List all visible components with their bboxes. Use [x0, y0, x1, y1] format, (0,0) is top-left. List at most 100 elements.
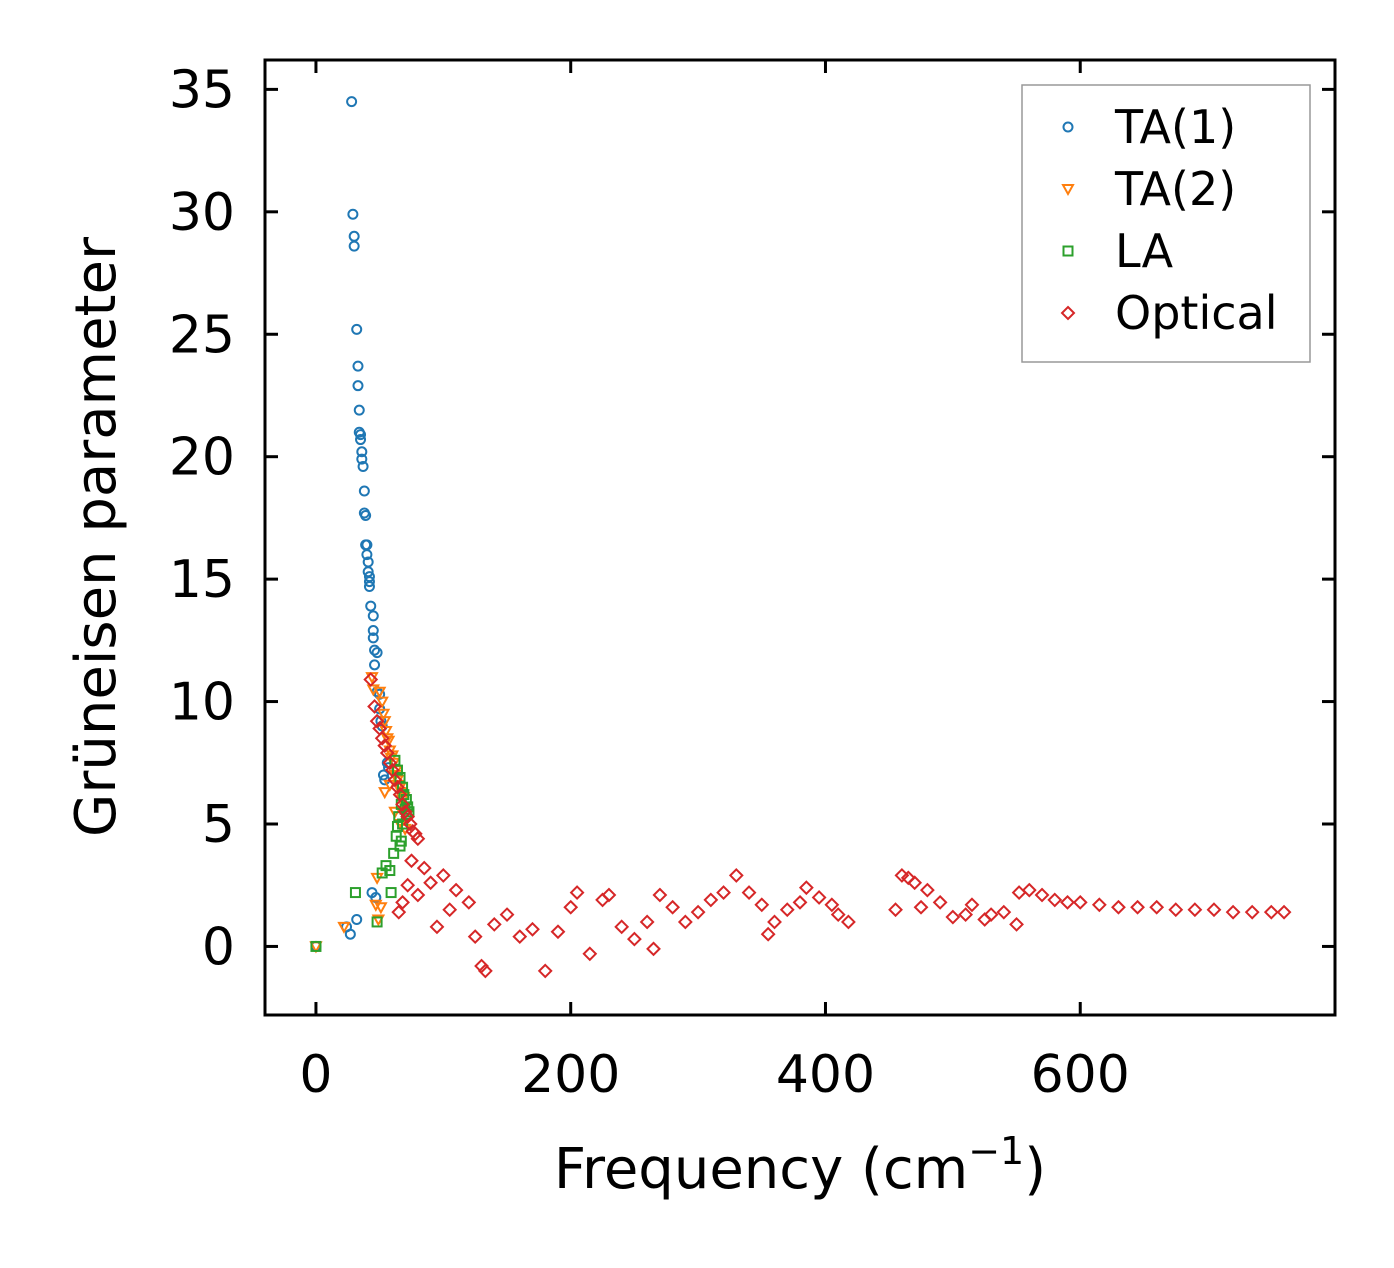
- data-point: [996, 904, 1012, 920]
- data-point: [356, 446, 368, 458]
- data-point: [382, 755, 398, 771]
- data-point: [537, 963, 553, 979]
- data-point: [310, 940, 322, 952]
- data-point: [677, 914, 693, 930]
- data-point: [1244, 904, 1260, 920]
- x-tick-label: 600: [1031, 1045, 1130, 1105]
- data-point: [716, 885, 731, 900]
- y-tick-label: 20: [169, 428, 235, 488]
- data-point: [397, 804, 413, 820]
- data-point: [369, 644, 381, 656]
- data-point: [337, 921, 351, 934]
- y-tick-label: 15: [169, 550, 235, 610]
- data-point: [388, 847, 400, 859]
- data-point: [767, 914, 782, 930]
- data-point: [358, 485, 370, 497]
- data-point: [367, 699, 382, 714]
- data-point: [367, 625, 379, 637]
- data-point: [346, 96, 358, 108]
- data-point: [840, 914, 856, 930]
- data-point: [348, 240, 360, 252]
- data-point: [1276, 904, 1292, 920]
- data-point: [344, 928, 356, 940]
- data-point: [499, 907, 515, 923]
- x-axis-label-text: Frequency (cm: [554, 1137, 968, 1202]
- data-point: [367, 632, 379, 644]
- data-point: [377, 769, 389, 781]
- data-point: [779, 902, 795, 918]
- legend-entry: Optical: [1060, 286, 1277, 340]
- y-tick-label: 0: [202, 917, 235, 977]
- data-point: [404, 853, 419, 869]
- data-point: [352, 360, 364, 372]
- data-point: [351, 914, 363, 925]
- data-point: [369, 899, 383, 912]
- data-point: [352, 380, 364, 392]
- series-ta1: [310, 96, 395, 952]
- data-point: [919, 882, 935, 898]
- y-axis-label: Grüneisen parameter: [64, 236, 129, 837]
- data-point: [365, 600, 377, 612]
- data-point: [355, 429, 367, 441]
- data-point: [824, 897, 840, 913]
- data-point: [907, 875, 923, 891]
- data-point: [811, 890, 827, 905]
- data-point: [461, 894, 477, 910]
- data-point: [798, 880, 814, 896]
- y-tick-label: 30: [169, 183, 235, 243]
- data-point: [353, 404, 365, 416]
- data-point: [357, 460, 369, 472]
- plot-frame: [263, 58, 1337, 1017]
- legend-marker: [1062, 121, 1074, 133]
- series-la: [310, 754, 415, 952]
- data-point: [402, 816, 418, 832]
- data-point: [363, 580, 375, 592]
- data-point: [403, 806, 415, 818]
- data-point: [1060, 894, 1075, 910]
- data-point: [363, 576, 375, 588]
- data-point: [372, 686, 387, 699]
- data-point: [467, 929, 483, 945]
- legend: TA(1) TA(2) LA Optical: [1021, 84, 1311, 363]
- data-point: [385, 887, 397, 899]
- data-point: [646, 941, 661, 957]
- data-point: [760, 926, 776, 942]
- data-point: [377, 738, 393, 754]
- data-point: [1047, 892, 1063, 908]
- data-point: [355, 434, 367, 446]
- marks-layer: [309, 96, 1292, 979]
- data-point: [792, 894, 808, 910]
- data-point: [378, 787, 392, 800]
- data-point: [945, 909, 961, 925]
- data-point: [407, 826, 423, 842]
- legend-marker: [1062, 245, 1074, 257]
- data-point: [964, 897, 980, 913]
- ticks-layer: 0 200 400 600 0 5 10 15 20 25 30 35: [169, 60, 1335, 1105]
- data-point: [614, 919, 630, 935]
- data-point: [932, 894, 948, 910]
- data-point: [395, 894, 410, 910]
- data-point: [913, 899, 929, 915]
- legend-entry: TA(2): [1061, 162, 1236, 216]
- data-point: [391, 904, 407, 920]
- series-optical: [363, 672, 1292, 979]
- data-point: [958, 907, 974, 923]
- data-point: [741, 885, 757, 900]
- data-point: [1168, 902, 1184, 918]
- x-tick-label: 0: [299, 1045, 332, 1105]
- legend-marker: [1060, 305, 1076, 321]
- data-point: [400, 809, 416, 825]
- data-point: [356, 453, 368, 465]
- x-axis-label-close: ): [1024, 1137, 1046, 1202]
- data-point: [442, 902, 458, 918]
- data-point: [582, 946, 598, 962]
- data-point: [360, 509, 372, 521]
- data-point: [448, 882, 464, 898]
- data-point: [639, 914, 655, 930]
- data-point: [1130, 899, 1145, 915]
- data-point: [384, 865, 396, 877]
- data-point: [569, 885, 585, 900]
- x-axis-label: Frequency (cm−1): [554, 1129, 1046, 1202]
- data-point: [486, 916, 502, 932]
- data-point: [1091, 897, 1107, 913]
